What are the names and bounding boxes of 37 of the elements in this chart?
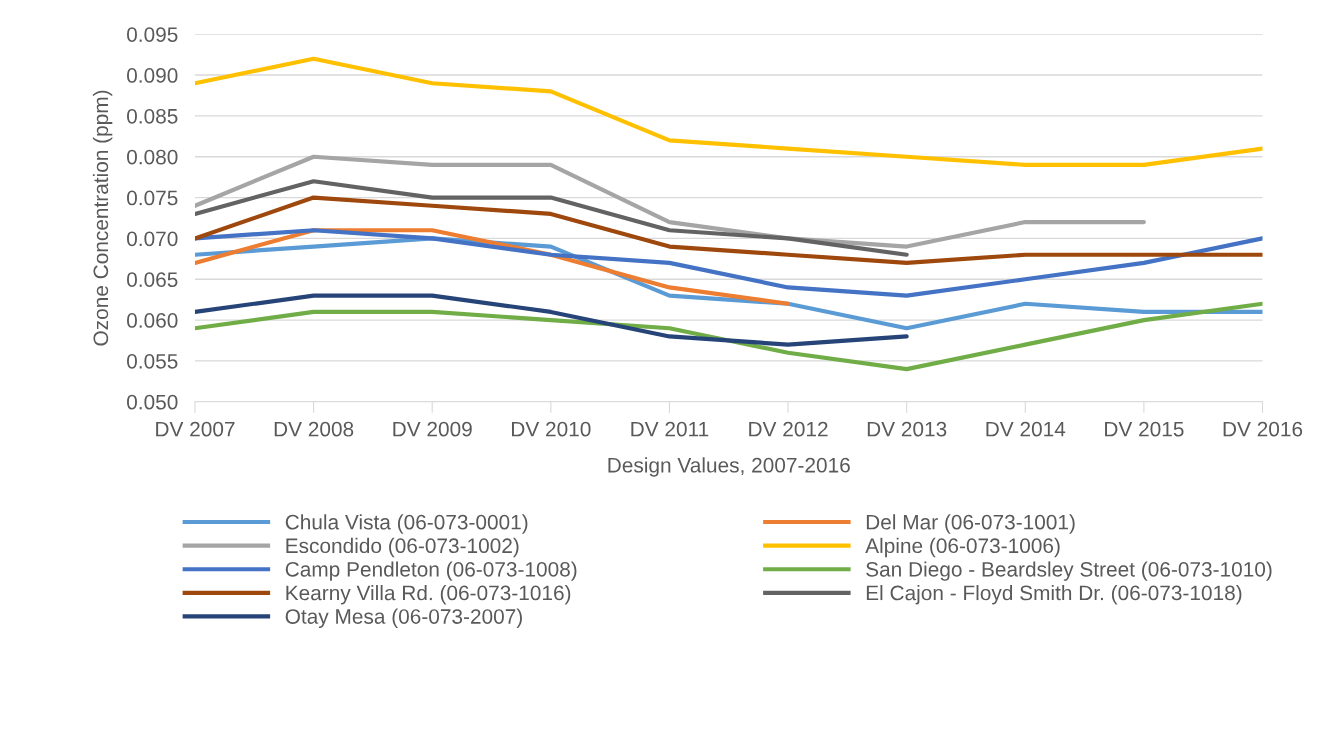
x-tick-label: DV 2010 <box>512 421 591 437</box>
x-axis-title: Design Values, 2007-2016 <box>608 457 850 477</box>
legend-label: El Cajon - Floyd Smith Dr. (06-073-1018) <box>866 584 1242 605</box>
line-series <box>194 301 1263 372</box>
x-tick-label: DV 2011 <box>631 421 709 437</box>
legend-label: Camp Pendleton (06-073-1008) <box>285 561 577 581</box>
x-tick-label: DV 2016 <box>1223 421 1303 437</box>
line-series <box>194 56 1263 167</box>
legend-label: Del Mar (06-073-1001) <box>866 514 1075 534</box>
line-series <box>194 154 1146 249</box>
y-tick-label: 0.095 <box>127 27 178 42</box>
y-tick-label: 0.080 <box>127 149 178 165</box>
legend-label: Escondido (06-073-1002) <box>286 537 519 558</box>
legend-label: Alpine (06-073-1006) <box>865 537 1060 558</box>
y-tick-label: 0.075 <box>127 190 178 206</box>
y-axis-title: Ozone Concentration (ppm) <box>92 90 113 346</box>
legend-label: San Diego - Beardsley Street (06-073-1010) <box>866 561 1272 581</box>
legend-label: Chula Vista (06-073-0001) <box>285 514 528 534</box>
legend-label: Otay Mesa (06-073-2007) <box>285 608 522 628</box>
y-tick-label: 0.085 <box>127 108 178 124</box>
x-tick-label: DV 2009 <box>393 421 472 437</box>
y-tick-label: 0.050 <box>127 394 178 410</box>
x-tick-label: DV 2014 <box>986 421 1066 437</box>
y-tick-label: 0.060 <box>127 313 178 328</box>
y-tick-label: 0.070 <box>127 231 178 247</box>
x-tick-label: DV 2015 <box>1105 421 1184 437</box>
line-series <box>194 293 909 347</box>
y-tick-label: 0.090 <box>127 68 178 83</box>
line-series <box>194 179 909 257</box>
x-tick-label: DV 2007 <box>156 421 235 437</box>
line-series <box>194 195 1263 265</box>
x-tick-label: DV 2013 <box>867 421 947 437</box>
y-tick-label: 0.065 <box>127 272 178 287</box>
legend-label: Kearny Villa Rd. (06-073-1016) <box>286 584 571 605</box>
x-tick-label: DV 2012 <box>749 421 828 437</box>
y-tick-label: 0.055 <box>127 353 178 369</box>
x-tick-label: DV 2008 <box>274 421 354 437</box>
